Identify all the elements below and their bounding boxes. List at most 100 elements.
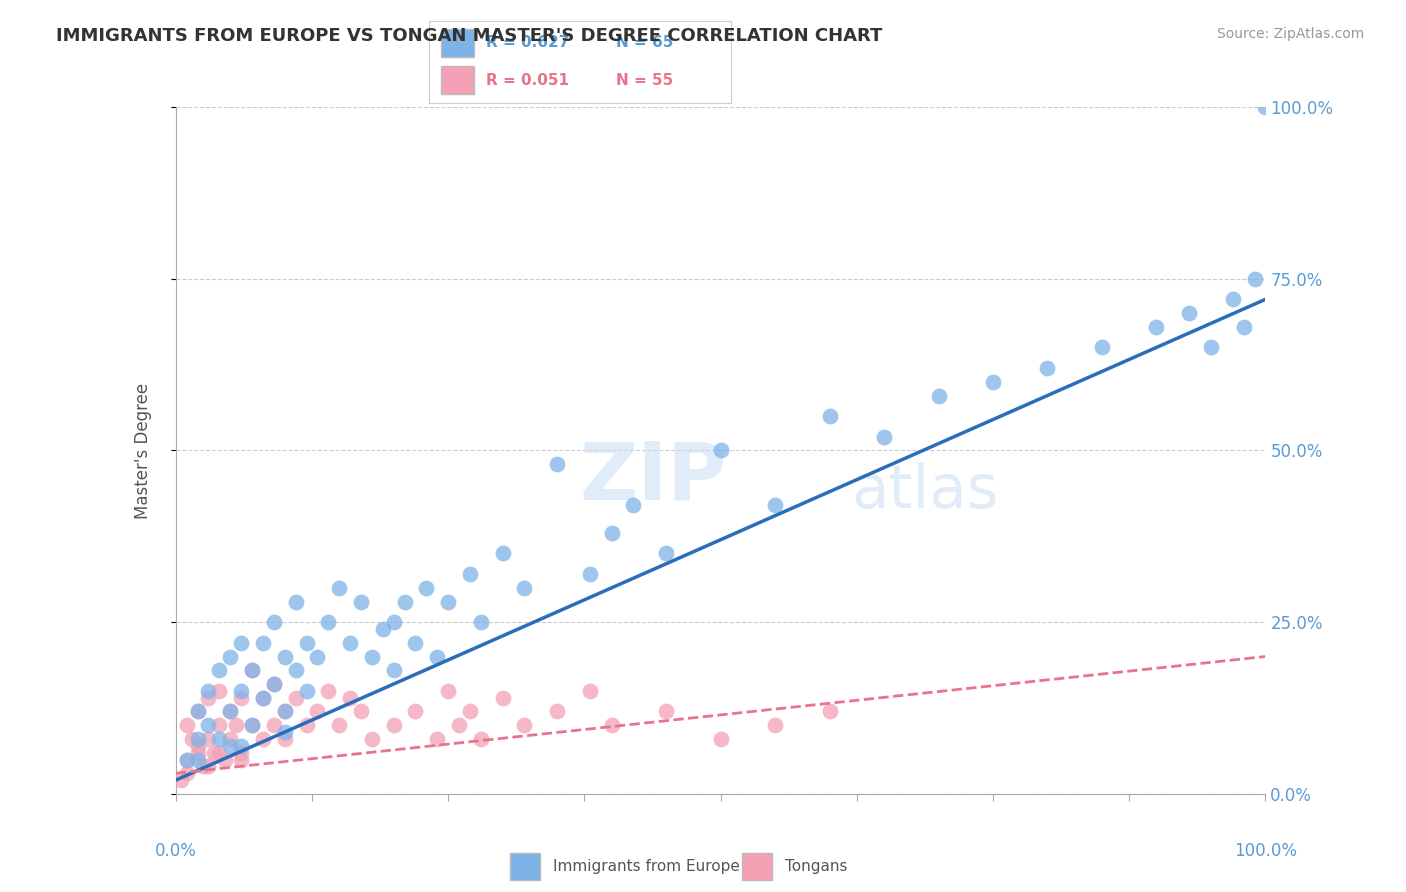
Point [240,663,263,677]
Point [225,718,247,732]
Point [818,705,841,719]
Point [350,705,373,719]
Point [1199,340,1222,354]
Point [307,705,329,719]
Point [219,649,242,664]
Point [928,388,950,402]
Point [240,718,263,732]
Point [546,705,568,719]
Point [263,677,285,691]
FancyBboxPatch shape [441,67,474,95]
Point [763,499,786,513]
Point [263,615,285,630]
Point [186,731,209,746]
Point [181,731,204,746]
Text: R = 0.051: R = 0.051 [486,73,569,88]
Point [818,409,841,424]
Point [208,683,231,698]
Point [208,746,231,760]
Point [1146,319,1168,334]
Point [318,615,340,630]
Y-axis label: Master's Degree: Master's Degree [134,383,152,518]
Point [252,636,274,650]
Point [252,690,274,705]
Point [458,567,481,582]
Point [274,725,297,739]
Point [284,690,307,705]
Point [470,731,492,746]
Point [176,753,198,767]
Text: ZIP: ZIP [579,439,725,517]
Point [382,663,405,677]
Point [763,718,786,732]
Point [621,499,644,513]
Point [202,746,225,760]
FancyBboxPatch shape [742,853,772,880]
Point [339,690,361,705]
Text: IMMIGRANTS FROM EUROPE VS TONGAN MASTER'S DEGREE CORRELATION CHART: IMMIGRANTS FROM EUROPE VS TONGAN MASTER'… [56,27,883,45]
Point [219,739,242,753]
Point [240,663,263,677]
Point [197,759,219,773]
Text: R = 0.627: R = 0.627 [486,35,569,50]
Point [339,636,361,650]
Point [274,731,297,746]
Point [186,746,209,760]
Text: Immigrants from Europe: Immigrants from Europe [553,859,740,873]
Point [219,705,242,719]
Point [458,705,481,719]
Point [426,731,449,746]
Point [274,649,297,664]
Point [231,683,253,698]
Point [176,766,198,780]
Point [284,663,307,677]
Point [426,649,449,664]
Point [186,705,209,719]
Text: N = 65: N = 65 [616,35,673,50]
Point [252,690,274,705]
Point [219,731,242,746]
Text: 0.0%: 0.0% [155,842,197,860]
Point [263,677,285,691]
Point [284,594,307,608]
Point [328,718,350,732]
Point [170,773,193,788]
Point [600,718,623,732]
Point [231,636,253,650]
Point [208,731,231,746]
Point [231,690,253,705]
Point [231,753,253,767]
Point [350,594,373,608]
Point [1178,306,1201,320]
Point [382,615,405,630]
Point [710,443,733,458]
Point [1222,293,1244,307]
Point [579,683,602,698]
Text: Source: ZipAtlas.com: Source: ZipAtlas.com [1216,27,1364,41]
Point [197,718,219,732]
Point [579,567,602,582]
Point [492,690,515,705]
Point [328,581,350,595]
Point [197,690,219,705]
Point [710,731,733,746]
Point [415,581,437,595]
Point [274,705,297,719]
Point [295,636,318,650]
Point [655,546,678,561]
Point [263,718,285,732]
Point [295,683,318,698]
Point [197,731,219,746]
Point [361,731,384,746]
Text: Tongans: Tongans [785,859,846,873]
Point [231,746,253,760]
Point [1091,340,1114,354]
Text: N = 55: N = 55 [616,73,673,88]
Point [1254,100,1277,114]
Text: atlas: atlas [852,462,998,521]
FancyBboxPatch shape [441,29,474,56]
Point [981,375,1004,389]
Point [600,525,623,540]
Point [214,753,236,767]
Point [394,594,416,608]
